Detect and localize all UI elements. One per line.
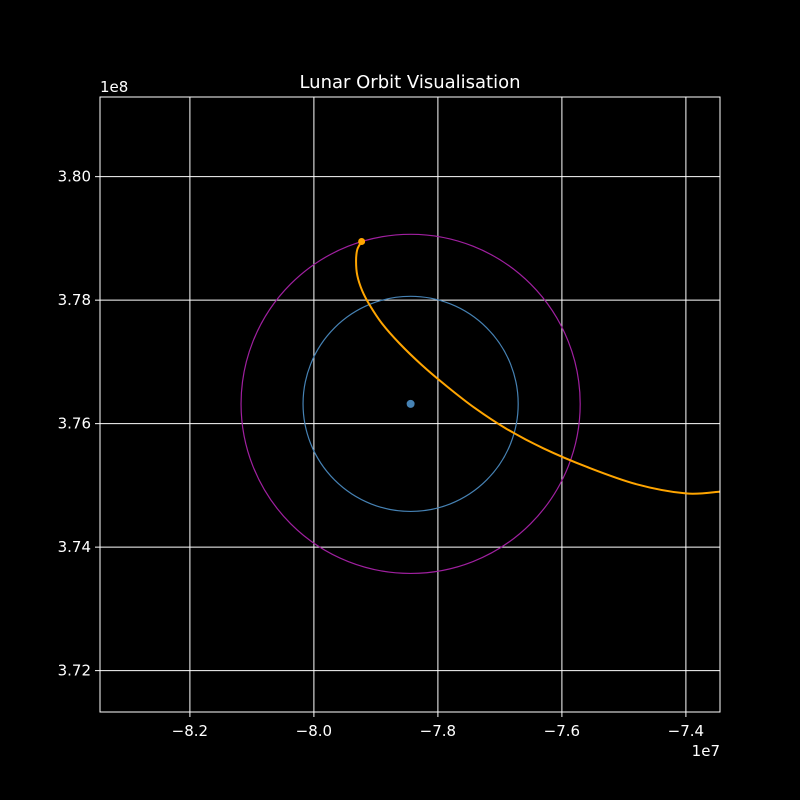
x-tick-label: −8.0 (296, 722, 332, 740)
chart-title: Lunar Orbit Visualisation (299, 72, 520, 93)
inner-circle (302, 295, 519, 513)
outer-circle (240, 233, 581, 575)
grid (100, 97, 720, 712)
x-tick-label: −7.8 (420, 722, 456, 740)
x-offset-label: 1e7 (692, 742, 720, 760)
axes-frame (99, 96, 721, 713)
x-tick-label: −7.4 (668, 722, 704, 740)
y-tick-label: 3.76 (58, 415, 91, 433)
x-tick-label: −7.6 (544, 722, 580, 740)
y-offset-label: 1e8 (100, 78, 128, 96)
ticks: −8.2 −8.0 −7.8 −7.6 −7.4 3.72 3.74 3.76 3.78 3.80 (58, 168, 705, 740)
y-tick-label: 3.72 (58, 662, 91, 680)
y-tick-label: 3.78 (58, 291, 91, 309)
plot-content (240, 233, 720, 575)
center-point (406, 399, 415, 408)
trajectory-end-point (358, 237, 366, 245)
y-tick-label: 3.80 (58, 168, 91, 186)
y-tick-label: 3.74 (58, 538, 91, 556)
x-tick-label: −8.2 (172, 722, 208, 740)
trajectory-line (355, 240, 720, 495)
